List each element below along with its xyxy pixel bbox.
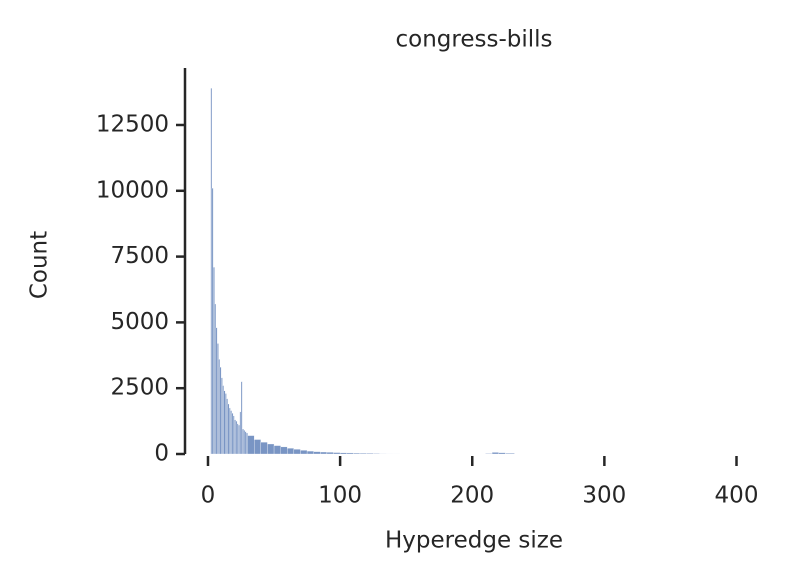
bar <box>260 442 268 455</box>
bar <box>491 452 499 455</box>
x-axis-label: Hyperedge size <box>385 528 563 554</box>
x-tick-label: 0 <box>201 483 216 509</box>
x-tick-label: 200 <box>450 483 494 509</box>
bar <box>366 453 374 455</box>
y-tick-label: 10000 <box>96 177 169 203</box>
bar <box>267 443 275 455</box>
bar <box>346 452 354 455</box>
bar <box>239 411 242 455</box>
bar <box>293 449 301 455</box>
bar <box>339 452 347 455</box>
bar <box>218 359 221 455</box>
bar <box>333 452 341 455</box>
bar <box>326 452 334 455</box>
bar <box>219 366 222 455</box>
bar <box>353 452 361 455</box>
bar <box>231 413 234 455</box>
bar <box>306 450 314 455</box>
bar <box>373 453 380 455</box>
bar <box>246 432 248 455</box>
bar <box>234 419 236 455</box>
bar <box>313 451 321 455</box>
bar <box>222 385 224 455</box>
bar <box>240 381 243 455</box>
bar <box>210 87 213 455</box>
bar <box>242 428 244 455</box>
bar <box>273 445 281 455</box>
y-tick-label: 5000 <box>110 309 169 335</box>
bar <box>505 453 515 455</box>
bar <box>247 435 255 455</box>
bar <box>238 424 240 455</box>
x-tick-label: 300 <box>582 483 626 509</box>
bar <box>485 453 493 455</box>
bar <box>221 377 223 455</box>
bar <box>217 343 219 455</box>
x-tick-label: 100 <box>318 483 362 509</box>
bar <box>359 453 367 455</box>
y-tick-label: 2500 <box>110 375 169 401</box>
bar <box>498 452 506 455</box>
y-tick-label: 0 <box>154 441 169 467</box>
x-tick-label: 400 <box>715 483 759 509</box>
bar <box>225 393 227 455</box>
y-axis-label: Count <box>27 231 53 299</box>
bar <box>223 390 226 455</box>
bar <box>244 431 247 455</box>
bar <box>236 423 239 455</box>
bar <box>226 398 228 455</box>
bar <box>214 303 217 455</box>
bar <box>232 415 235 455</box>
bar <box>254 439 261 455</box>
bar <box>215 327 218 455</box>
bar <box>287 448 295 455</box>
bar <box>228 407 231 455</box>
bar <box>227 403 230 455</box>
y-tick-label: 7500 <box>110 243 169 269</box>
bar <box>230 410 232 455</box>
chart-title: congress-bills <box>395 27 552 53</box>
bar <box>211 188 214 455</box>
bar <box>300 450 308 455</box>
bar <box>320 451 328 455</box>
y-tick-label: 12500 <box>96 111 169 137</box>
bar <box>243 430 246 455</box>
bar <box>235 420 238 455</box>
bar <box>280 446 288 455</box>
bar <box>213 266 215 455</box>
